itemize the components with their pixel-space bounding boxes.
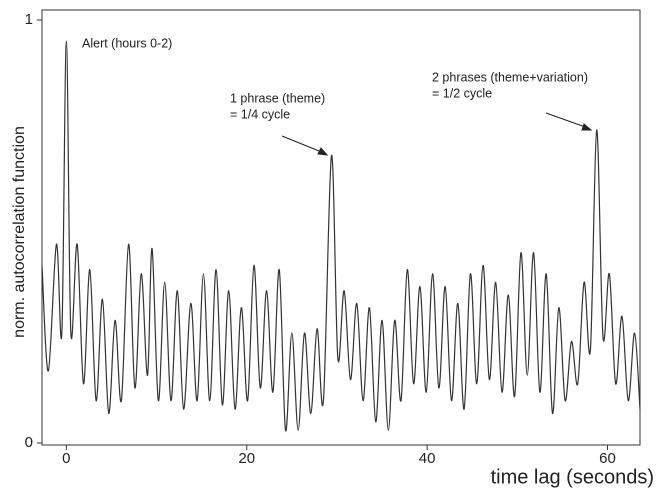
arrow-head (317, 147, 329, 156)
annotation: Alert (hours 0-2) (82, 36, 172, 50)
annotation: 1 phrase (theme) (230, 91, 325, 105)
arrow (281, 135, 325, 154)
x-axis-label: time lag (seconds) (491, 466, 654, 488)
series-line (41, 40, 641, 432)
annotation: = 1/4 cycle (230, 107, 290, 121)
arrow-head (581, 123, 593, 131)
x-tick-label: 20 (238, 450, 255, 467)
annotation: 2 phrases (theme+variation) (432, 70, 588, 84)
arrow (545, 112, 589, 129)
x-tick-label: 40 (419, 450, 436, 467)
y-tick-label: 1 (25, 11, 33, 28)
plot-frame (41, 9, 641, 446)
y-tick-label: 0 (25, 434, 33, 451)
x-tick-label: 0 (62, 450, 70, 467)
annotation: = 1/2 cycle (432, 86, 492, 100)
x-tick-label: 60 (599, 450, 616, 467)
y-axis-label: norm. autocorrelation function (11, 126, 28, 338)
arrows (281, 112, 593, 156)
